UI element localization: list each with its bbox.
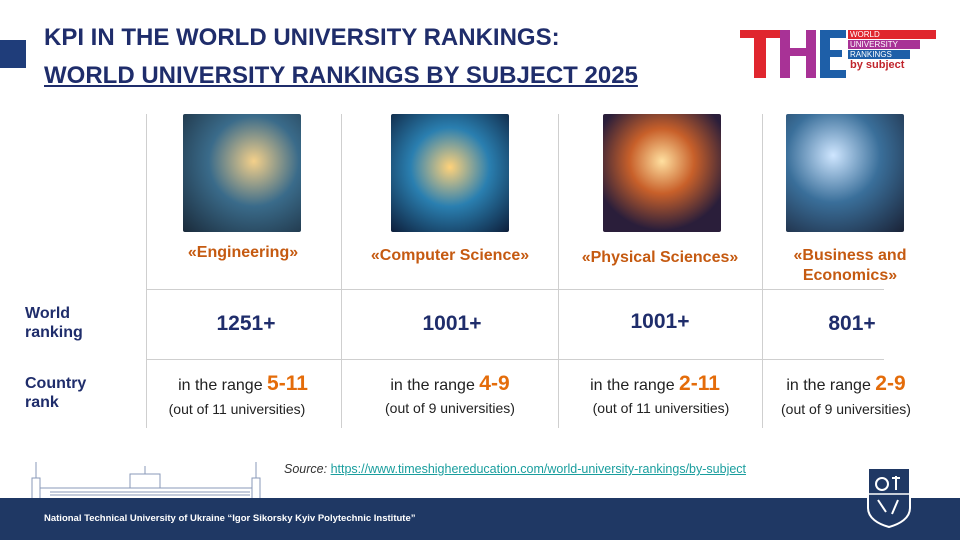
the-logo: WORLD UNIVERSITY RANKINGS by subject xyxy=(740,28,940,80)
column-divider xyxy=(341,114,342,428)
out-of-business: (out of 9 universities) xyxy=(781,401,911,417)
subject-business: «Business and Economics» xyxy=(793,247,907,284)
country-rank-computer-science: in the range 4-9 xyxy=(390,372,510,395)
column-divider xyxy=(146,114,147,428)
country-rank-business: in the range 2-9 xyxy=(786,372,906,395)
subject-computer-science: «Computer Science» xyxy=(370,247,530,264)
world-rank-engineering: 1251+ xyxy=(216,312,276,335)
page-subtitle: WORLD UNIVERSITY RANKINGS BY SUBJECT 202… xyxy=(44,62,638,89)
row-label-country: Country rank xyxy=(25,375,87,411)
column-divider xyxy=(558,114,559,428)
row-divider xyxy=(146,289,884,290)
page-title: KPI IN THE WORLD UNIVERSITY RANKINGS: xyxy=(44,24,560,51)
source-note: Source: https://www.timeshighereducation… xyxy=(284,462,747,476)
footer-text: National Technical University of Ukraine… xyxy=(44,513,416,524)
business-image xyxy=(786,114,904,232)
row-divider xyxy=(146,359,884,360)
university-building-drawing xyxy=(30,458,262,498)
country-rank-engineering: in the range 5-11 xyxy=(178,372,308,395)
kpi-crest-icon xyxy=(866,466,912,529)
out-of-physical-sciences: (out of 11 universities) xyxy=(592,400,730,416)
out-of-computer-science: (out of 9 universities) xyxy=(385,400,515,416)
subject-physical-sciences: «Physical Sciences» xyxy=(581,249,739,266)
subject-engineering: «Engineering» xyxy=(187,244,299,261)
engineering-image xyxy=(183,114,301,232)
row-label-world: World ranking xyxy=(25,305,83,341)
computer-science-image xyxy=(391,114,509,232)
out-of-engineering: (out of 11 universities) xyxy=(168,401,306,417)
world-rank-computer-science: 1001+ xyxy=(422,312,482,335)
physical-sciences-image xyxy=(603,114,721,232)
world-rank-physical-sciences: 1001+ xyxy=(630,310,690,333)
world-rank-business: 801+ xyxy=(828,312,876,335)
column-divider xyxy=(762,114,763,428)
source-link[interactable]: https://www.timeshighereducation.com/wor… xyxy=(330,462,747,476)
accent-bar xyxy=(0,40,26,68)
country-rank-physical-sciences: in the range 2-11 xyxy=(590,372,720,395)
footer-bar: National Technical University of Ukraine… xyxy=(0,498,960,540)
